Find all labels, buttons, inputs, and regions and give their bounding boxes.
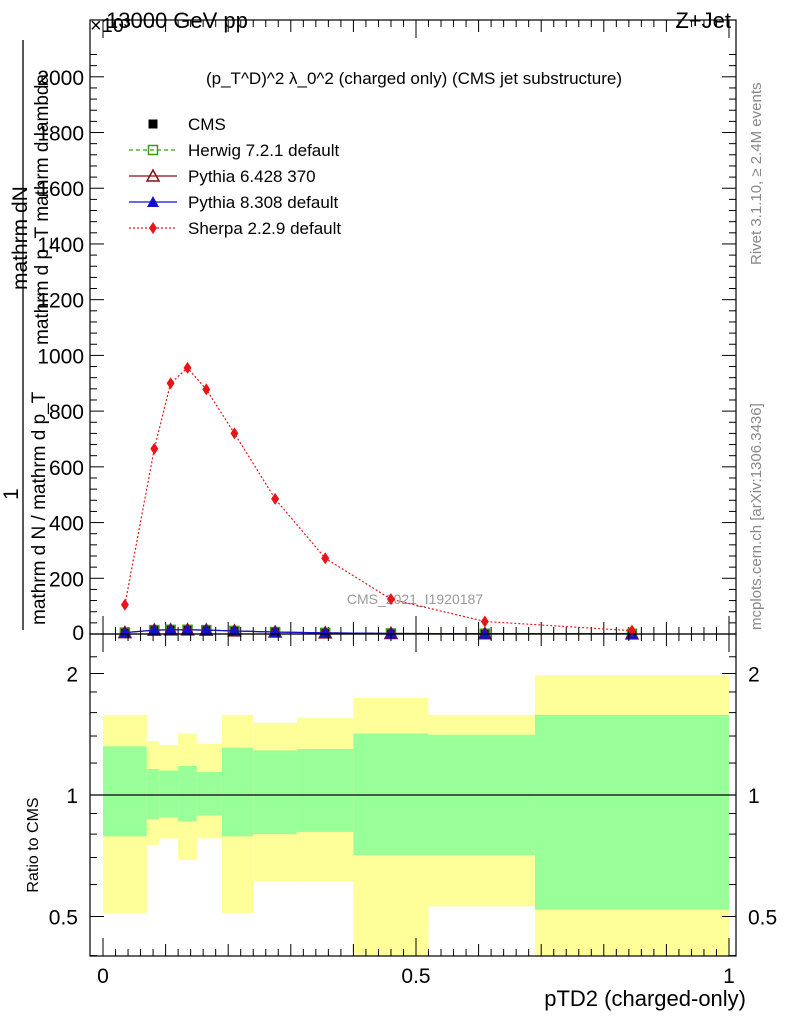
y-axis-label: mathrm dN mathrm d p_T mathrm d lambda 1… [0, 40, 53, 630]
data-point [164, 623, 177, 635]
ratio-y-tick-label: 2 [66, 664, 78, 687]
green-band [353, 733, 429, 856]
x-tick-label: 1 [723, 965, 735, 988]
legend-item: CMS [148, 115, 226, 134]
y-label-one: 1 [0, 488, 23, 500]
x-tick-label: 0.5 [401, 965, 430, 988]
main-plot-frame [89, 19, 737, 635]
series-4 [120, 361, 636, 637]
legend-marker [147, 144, 159, 156]
legend-marker [148, 119, 158, 129]
y-tick-label: 400 [49, 513, 84, 536]
ratio-y-tick-label-right: 0.5 [748, 907, 777, 930]
data-point [183, 361, 192, 374]
data-point [166, 377, 175, 390]
legend-label: Pythia 6.428 370 [188, 167, 316, 186]
data-point [202, 383, 211, 396]
x-axis-label: pTD2 (charged-only) [544, 986, 746, 1011]
data-point [120, 598, 129, 611]
ratio-y-label: Ratio to CMS [25, 797, 42, 892]
green-band [178, 765, 197, 822]
data-point [230, 427, 239, 440]
green-band [534, 714, 729, 910]
green-band [103, 746, 147, 837]
ratio-y-tick-label: 0.5 [49, 907, 78, 930]
legend-label: Sherpa 2.2.9 default [188, 219, 341, 238]
y-tick-label: 2000 [37, 67, 84, 90]
legend-item: Pythia 6.428 370 [129, 167, 316, 186]
y-label-denominator: mathrm d N / mathrm d p_T [29, 391, 50, 625]
data-point [200, 624, 213, 636]
ratio-y-tick-label-right: 2 [748, 664, 760, 687]
legend-item: Pythia 8.308 default [129, 193, 339, 212]
legend: CMS Herwig 7.2.1 default Pythia 6.428 370 P… [129, 115, 341, 238]
data-point [271, 492, 280, 505]
data-point [181, 623, 194, 635]
legend-label: CMS [188, 115, 226, 134]
green-band [221, 747, 254, 837]
green-band [253, 750, 298, 835]
main-x-ticks [102, 20, 730, 634]
legend-item: Herwig 7.2.1 default [129, 141, 339, 160]
y-tick-label-zero: 0 [72, 622, 84, 645]
data-point [386, 593, 395, 606]
ratio-y-tick-label: 1 [66, 785, 78, 808]
y-tick-label: 1600 [37, 178, 84, 201]
y-tick-label: 600 [49, 457, 84, 480]
y-tick-label: 1200 [37, 290, 84, 313]
y-tick-label: 200 [49, 568, 84, 591]
y-tick-label: 1400 [37, 234, 84, 257]
ratio-y-tick-label-right: 1 [748, 785, 760, 808]
y-tick-label: 800 [49, 401, 84, 424]
data-point [228, 624, 241, 636]
data-point [148, 624, 161, 636]
legend-label: Pythia 8.308 default [188, 193, 339, 212]
legend-item: Sherpa 2.2.9 default [129, 219, 341, 238]
mcplots-info: mcplots.cern.ch [arXiv:1306.3436] [748, 403, 765, 630]
main-y-ticks: 200 400 600 800 1000 1200 1400 1600 1800 2000 0 [37, 54, 736, 645]
rivet-info: Rivet 3.1.10, ≥ 2.4M events [748, 83, 765, 266]
legend-marker [147, 196, 159, 207]
green-band [159, 770, 179, 818]
y-label-numerator-2: mathrm d p_T mathrm d lambda [32, 74, 53, 345]
main-plot: 200 400 600 800 1000 1200 1400 1600 1800 2000 0 (p… [37, 19, 737, 645]
data-point [478, 627, 491, 639]
legend-label: Herwig 7.2.1 default [188, 141, 339, 160]
green-band [196, 772, 222, 816]
legend-marker [145, 168, 161, 182]
data-point [384, 627, 397, 639]
data-point [321, 552, 330, 565]
plot-title: (p_T^D)^2 λ_0^2 (charged only) (CMS jet … [206, 69, 622, 88]
y-tick-label: 1800 [37, 123, 84, 146]
green-band [297, 749, 354, 832]
uncertainty-bands [103, 675, 729, 956]
ratio-plot: 0 0.5 1 0.5 0.5 1 1 2 2 Ratio to CMS pTD2 (charg… [25, 633, 777, 1011]
green-band [146, 768, 160, 820]
legend-marker [149, 222, 157, 234]
ratio-ticks: 0 0.5 1 0.5 0.5 1 1 2 2 [49, 634, 777, 988]
y-tick-label: 1000 [37, 345, 84, 368]
data-point [480, 615, 489, 628]
watermark: CMS_2021_I1920187 [347, 591, 483, 607]
x-tick-label: 0 [97, 965, 109, 988]
data-point [150, 442, 159, 455]
y-label-numerator: mathrm dN [9, 186, 32, 290]
